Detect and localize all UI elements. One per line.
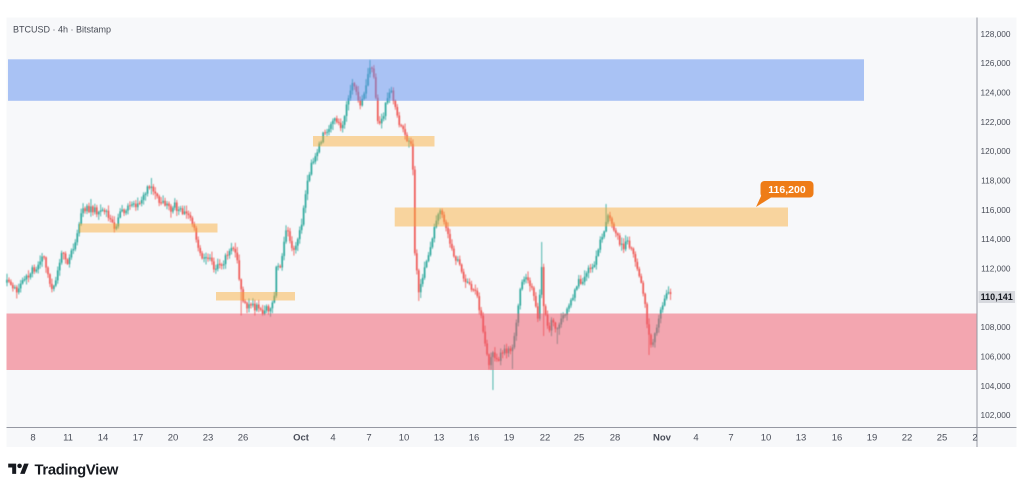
svg-text:19: 19 [504, 433, 515, 444]
svg-text:23: 23 [203, 433, 214, 444]
svg-text:25: 25 [937, 433, 948, 444]
svg-text:112,000: 112,000 [981, 263, 1011, 273]
svg-text:17: 17 [133, 433, 144, 444]
svg-text:7: 7 [366, 433, 371, 444]
svg-text:118,000: 118,000 [981, 175, 1011, 185]
svg-text:13: 13 [796, 433, 807, 444]
svg-text:128,000: 128,000 [981, 29, 1011, 39]
svg-text:10: 10 [399, 433, 410, 444]
svg-text:126,000: 126,000 [981, 58, 1011, 68]
svg-text:108,000: 108,000 [981, 322, 1011, 332]
svg-text:22: 22 [902, 433, 913, 444]
svg-text:110,141: 110,141 [981, 292, 1013, 302]
svg-text:16: 16 [469, 433, 480, 444]
svg-text:106,000: 106,000 [981, 351, 1011, 361]
svg-text:10: 10 [761, 433, 772, 444]
svg-text:22: 22 [540, 433, 551, 444]
svg-text:11: 11 [63, 433, 73, 444]
svg-text:124,000: 124,000 [981, 88, 1011, 98]
svg-text:TradingView: TradingView [35, 463, 119, 479]
svg-text:120,000: 120,000 [981, 146, 1011, 156]
svg-text:16: 16 [832, 433, 843, 444]
svg-text:2: 2 [972, 433, 977, 444]
svg-text:116,200: 116,200 [768, 184, 806, 196]
svg-text:4: 4 [330, 433, 335, 444]
svg-text:19: 19 [867, 433, 878, 444]
svg-text:8: 8 [30, 433, 35, 444]
svg-text:122,000: 122,000 [981, 117, 1011, 127]
svg-text:102,000: 102,000 [981, 410, 1011, 420]
svg-text:26: 26 [238, 433, 249, 444]
svg-text:BTCUSD · 4h · Bitstamp: BTCUSD · 4h · Bitstamp [13, 25, 111, 35]
svg-text:25: 25 [574, 433, 585, 444]
svg-text:4: 4 [693, 433, 698, 444]
svg-text:Nov: Nov [653, 433, 672, 444]
svg-text:104,000: 104,000 [981, 381, 1011, 391]
svg-text:116,000: 116,000 [981, 205, 1011, 215]
svg-text:114,000: 114,000 [981, 234, 1011, 244]
svg-text:7: 7 [728, 433, 733, 444]
svg-text:13: 13 [434, 433, 445, 444]
svg-text:20: 20 [168, 433, 179, 444]
svg-text:14: 14 [98, 433, 109, 444]
svg-text:28: 28 [610, 433, 621, 444]
svg-text:Oct: Oct [293, 433, 310, 444]
